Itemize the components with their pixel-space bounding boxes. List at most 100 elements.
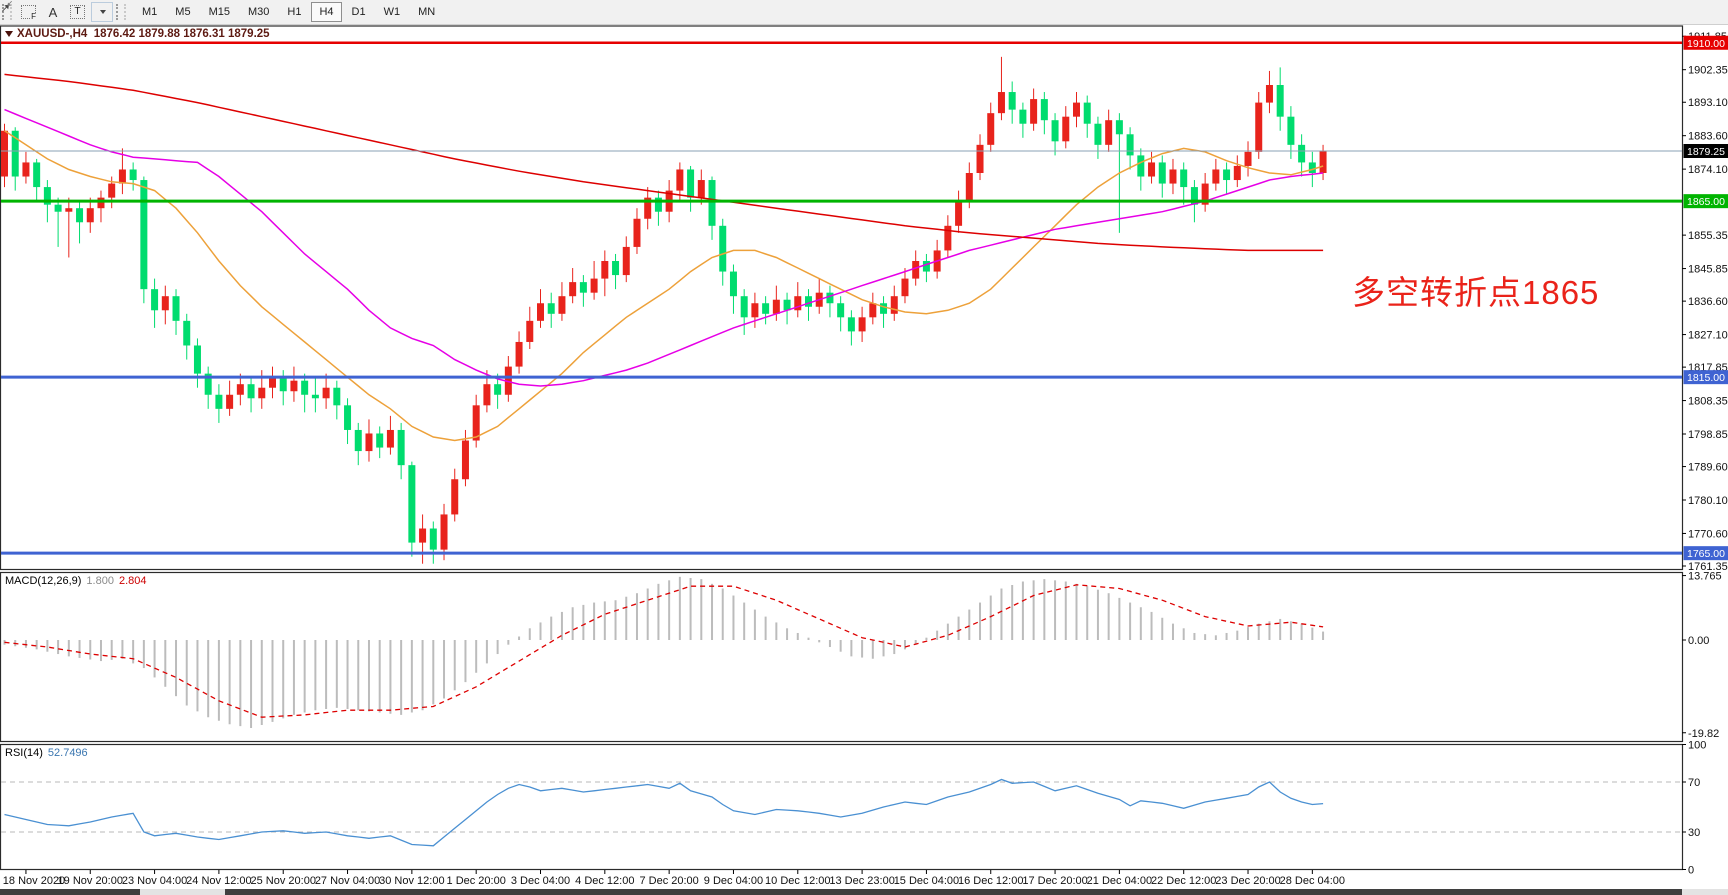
scrollbar-segment[interactable] (0, 889, 140, 895)
candle-body (1212, 169, 1220, 184)
candle-body (687, 169, 695, 198)
symbol-dropdown-icon[interactable] (5, 30, 13, 37)
tf-button-h4[interactable]: H4 (311, 2, 342, 22)
tf-button-h1[interactable]: H1 (279, 2, 309, 22)
svg-text:1798.85: 1798.85 (1688, 429, 1728, 441)
price-axis[interactable] (1682, 26, 1728, 870)
candle-body (440, 514, 448, 550)
candle-body (461, 440, 469, 480)
macd-name: MACD(12,26,9) (5, 575, 82, 587)
tf-button-d1[interactable]: D1 (344, 2, 374, 22)
label-tool-button[interactable]: T (66, 2, 89, 22)
candle-body (1105, 120, 1113, 145)
candle-body (204, 373, 212, 395)
price-level-box (1683, 370, 1728, 385)
svg-text:25 Nov 20:00: 25 Nov 20:00 (251, 875, 316, 887)
svg-text:1845.85: 1845.85 (1688, 264, 1728, 276)
candle-body (515, 341, 523, 367)
chart-title: XAUUSD-,H4 1876.42 1879.88 1876.31 1879.… (5, 28, 270, 40)
candle-body (751, 303, 759, 318)
candle-body (976, 144, 984, 173)
candle-body (1244, 151, 1252, 166)
candle-body (697, 180, 705, 198)
tf-button-w1[interactable]: W1 (376, 2, 409, 22)
candle-body (847, 317, 855, 332)
candle-body (644, 197, 652, 219)
candle-body (269, 377, 276, 388)
candle-body (451, 479, 459, 515)
svg-text:1808.35: 1808.35 (1688, 396, 1728, 408)
text-tool-icon: A (48, 4, 58, 20)
candle-body (247, 384, 255, 399)
tf-button-m1[interactable]: M1 (134, 2, 165, 22)
candle-body (740, 296, 748, 318)
candle-body (226, 394, 234, 409)
price-level-box (1683, 35, 1728, 50)
arrows-icon (2, 1, 12, 12)
toolbar-drag-handle[interactable] (2, 4, 12, 20)
svg-text:70: 70 (1688, 777, 1700, 789)
ohlc-values: 1876.42 1879.88 1876.31 1879.25 (93, 28, 270, 40)
horizontal-scrollbar[interactable] (0, 889, 1728, 895)
candle-body (890, 296, 898, 314)
candle-body (504, 366, 512, 395)
timeframe-group: M1 M5 M15 M30 H1 H4 D1 W1 MN (133, 2, 444, 22)
candle-body (762, 303, 770, 314)
candle-body (858, 317, 866, 332)
svg-text:0: 0 (1688, 865, 1694, 877)
label-tool-icon: T (70, 5, 85, 19)
svg-text:1815.00: 1815.00 (1687, 372, 1725, 384)
time-axis[interactable] (0, 870, 1682, 888)
svg-text:1827.10: 1827.10 (1688, 330, 1728, 342)
macd-main-value: 1.800 (86, 575, 114, 587)
chart-annotation-text: 多空转折点1865 (1352, 274, 1600, 311)
candle-body (1137, 155, 1145, 177)
candle-body (1126, 134, 1134, 156)
candle-body (965, 173, 973, 202)
candle-body (1073, 102, 1080, 117)
candle-body (161, 296, 169, 311)
candle-body (193, 345, 201, 374)
svg-text:13 Dec 23:00: 13 Dec 23:00 (829, 875, 894, 887)
svg-text:1761.35: 1761.35 (1688, 561, 1728, 573)
svg-text:1780.10: 1780.10 (1688, 495, 1728, 507)
candle-body (472, 405, 480, 441)
ma-magenta-line (4, 108, 1324, 387)
candle-body (151, 289, 159, 311)
tf-button-m5[interactable]: M5 (167, 2, 198, 22)
rsi-label: RSI(14) 52.7496 (5, 747, 88, 759)
candle-body (922, 261, 930, 272)
fibonacci-icon: F (21, 5, 36, 21)
candle-body (1, 130, 8, 177)
candle-body (279, 377, 287, 392)
candle-body (22, 162, 30, 177)
candle-body (365, 433, 373, 452)
svg-text:0.00: 0.00 (1688, 635, 1709, 647)
arrows-tool-button[interactable] (2, 1, 113, 22)
tf-button-m15[interactable]: M15 (201, 2, 238, 22)
scrollbar-thumb[interactable] (225, 889, 1682, 895)
candle-body (880, 303, 888, 314)
candle-body (386, 429, 394, 448)
candle-body (54, 204, 62, 212)
toolbar-drag-handle[interactable] (116, 4, 126, 20)
rsi-value: 52.7496 (47, 747, 88, 759)
candle-body (322, 387, 330, 399)
candle-body (772, 299, 780, 314)
tf-button-mn[interactable]: MN (410, 2, 443, 22)
svg-text:1770.60: 1770.60 (1688, 528, 1728, 540)
text-tool-button[interactable]: A (42, 2, 64, 22)
candle-body (1233, 165, 1241, 181)
candle-body (708, 180, 716, 226)
candle-body (1083, 102, 1091, 124)
svg-text:1893.10: 1893.10 (1688, 97, 1728, 109)
fibonacci-tool-button[interactable]: F (17, 2, 40, 22)
candle-body (944, 225, 952, 251)
candle-body (1276, 85, 1284, 117)
svg-text:30 Nov 12:00: 30 Nov 12:00 (379, 875, 444, 887)
candle-body (1030, 99, 1038, 124)
candle-body (419, 528, 427, 543)
tf-button-m30[interactable]: M30 (240, 2, 277, 22)
svg-text:100: 100 (1688, 740, 1706, 752)
